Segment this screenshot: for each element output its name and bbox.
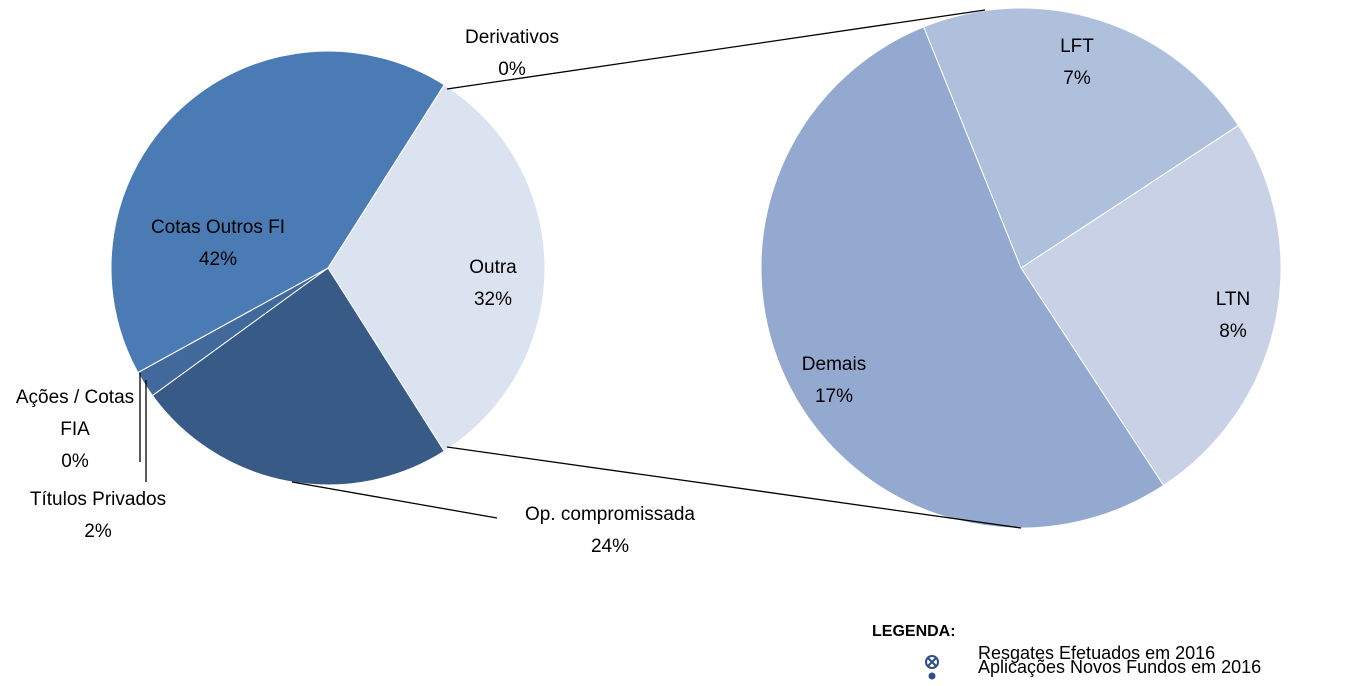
legend: LEGENDA: Resgates Efetuados em 2016 Apli…	[872, 618, 1261, 681]
slice-label: Ações / Cotas FIA 0%	[0, 382, 150, 478]
slice-value: 24%	[590, 536, 630, 557]
slice-label: Demais 17%	[802, 349, 866, 413]
slice-category: LTN	[1215, 289, 1251, 310]
slice-value: 8%	[1219, 321, 1247, 342]
slice-label: LFT 7%	[1060, 31, 1094, 95]
slice-category: Cotas Outros FI	[150, 217, 286, 238]
pie-slice	[110, 50, 445, 374]
connector-line	[446, 446, 1022, 529]
slice-category: Op. compromissada	[524, 504, 696, 525]
slice-label: LTN 8%	[1216, 284, 1250, 348]
legend-item: Resgates Efetuados em 2016	[978, 643, 1216, 663]
pie-slice	[151, 267, 445, 486]
slice-label: Op. compromissada 24%	[525, 499, 695, 563]
slice-category: Ações / Cotas FIA	[15, 387, 135, 440]
legend-item: Aplicações Novos Fundos em 2016	[978, 657, 1262, 677]
pie-slice	[327, 84, 546, 452]
slice-value: 7%	[1063, 68, 1091, 89]
pie-slice	[922, 7, 1240, 269]
slice-category: Derivativos	[465, 27, 559, 48]
legend-symbol	[925, 655, 939, 669]
slice-category: Títulos Privados	[29, 489, 167, 510]
legend-title: LEGENDA:	[872, 623, 956, 640]
slice-value: 32%	[473, 289, 513, 310]
slice-category: Outra	[469, 257, 517, 278]
slice-category: Demais	[801, 354, 867, 375]
slice-label: Cotas Outros FI 42%	[98, 212, 338, 276]
slice-value: 42%	[198, 249, 238, 270]
slice-value: 0%	[498, 59, 526, 80]
slice-value: 2%	[84, 521, 112, 542]
legend-symbol	[928, 672, 936, 680]
leader-line	[291, 481, 498, 519]
slice-value: 0%	[61, 451, 89, 472]
slice-label: Títulos Privados 2%	[0, 484, 198, 548]
slice-label: Outra 32%	[469, 252, 517, 316]
pie-slice	[1020, 124, 1282, 487]
pie-slice	[327, 84, 445, 269]
legend-symbol	[927, 657, 937, 667]
slice-label: Derivativos 0%	[412, 22, 612, 86]
pie-slice	[760, 26, 1165, 529]
connector-line	[446, 9, 986, 90]
slice-category: LFT	[1060, 36, 1094, 57]
slice-value: 17%	[814, 386, 854, 407]
pie-group	[110, 7, 1282, 529]
